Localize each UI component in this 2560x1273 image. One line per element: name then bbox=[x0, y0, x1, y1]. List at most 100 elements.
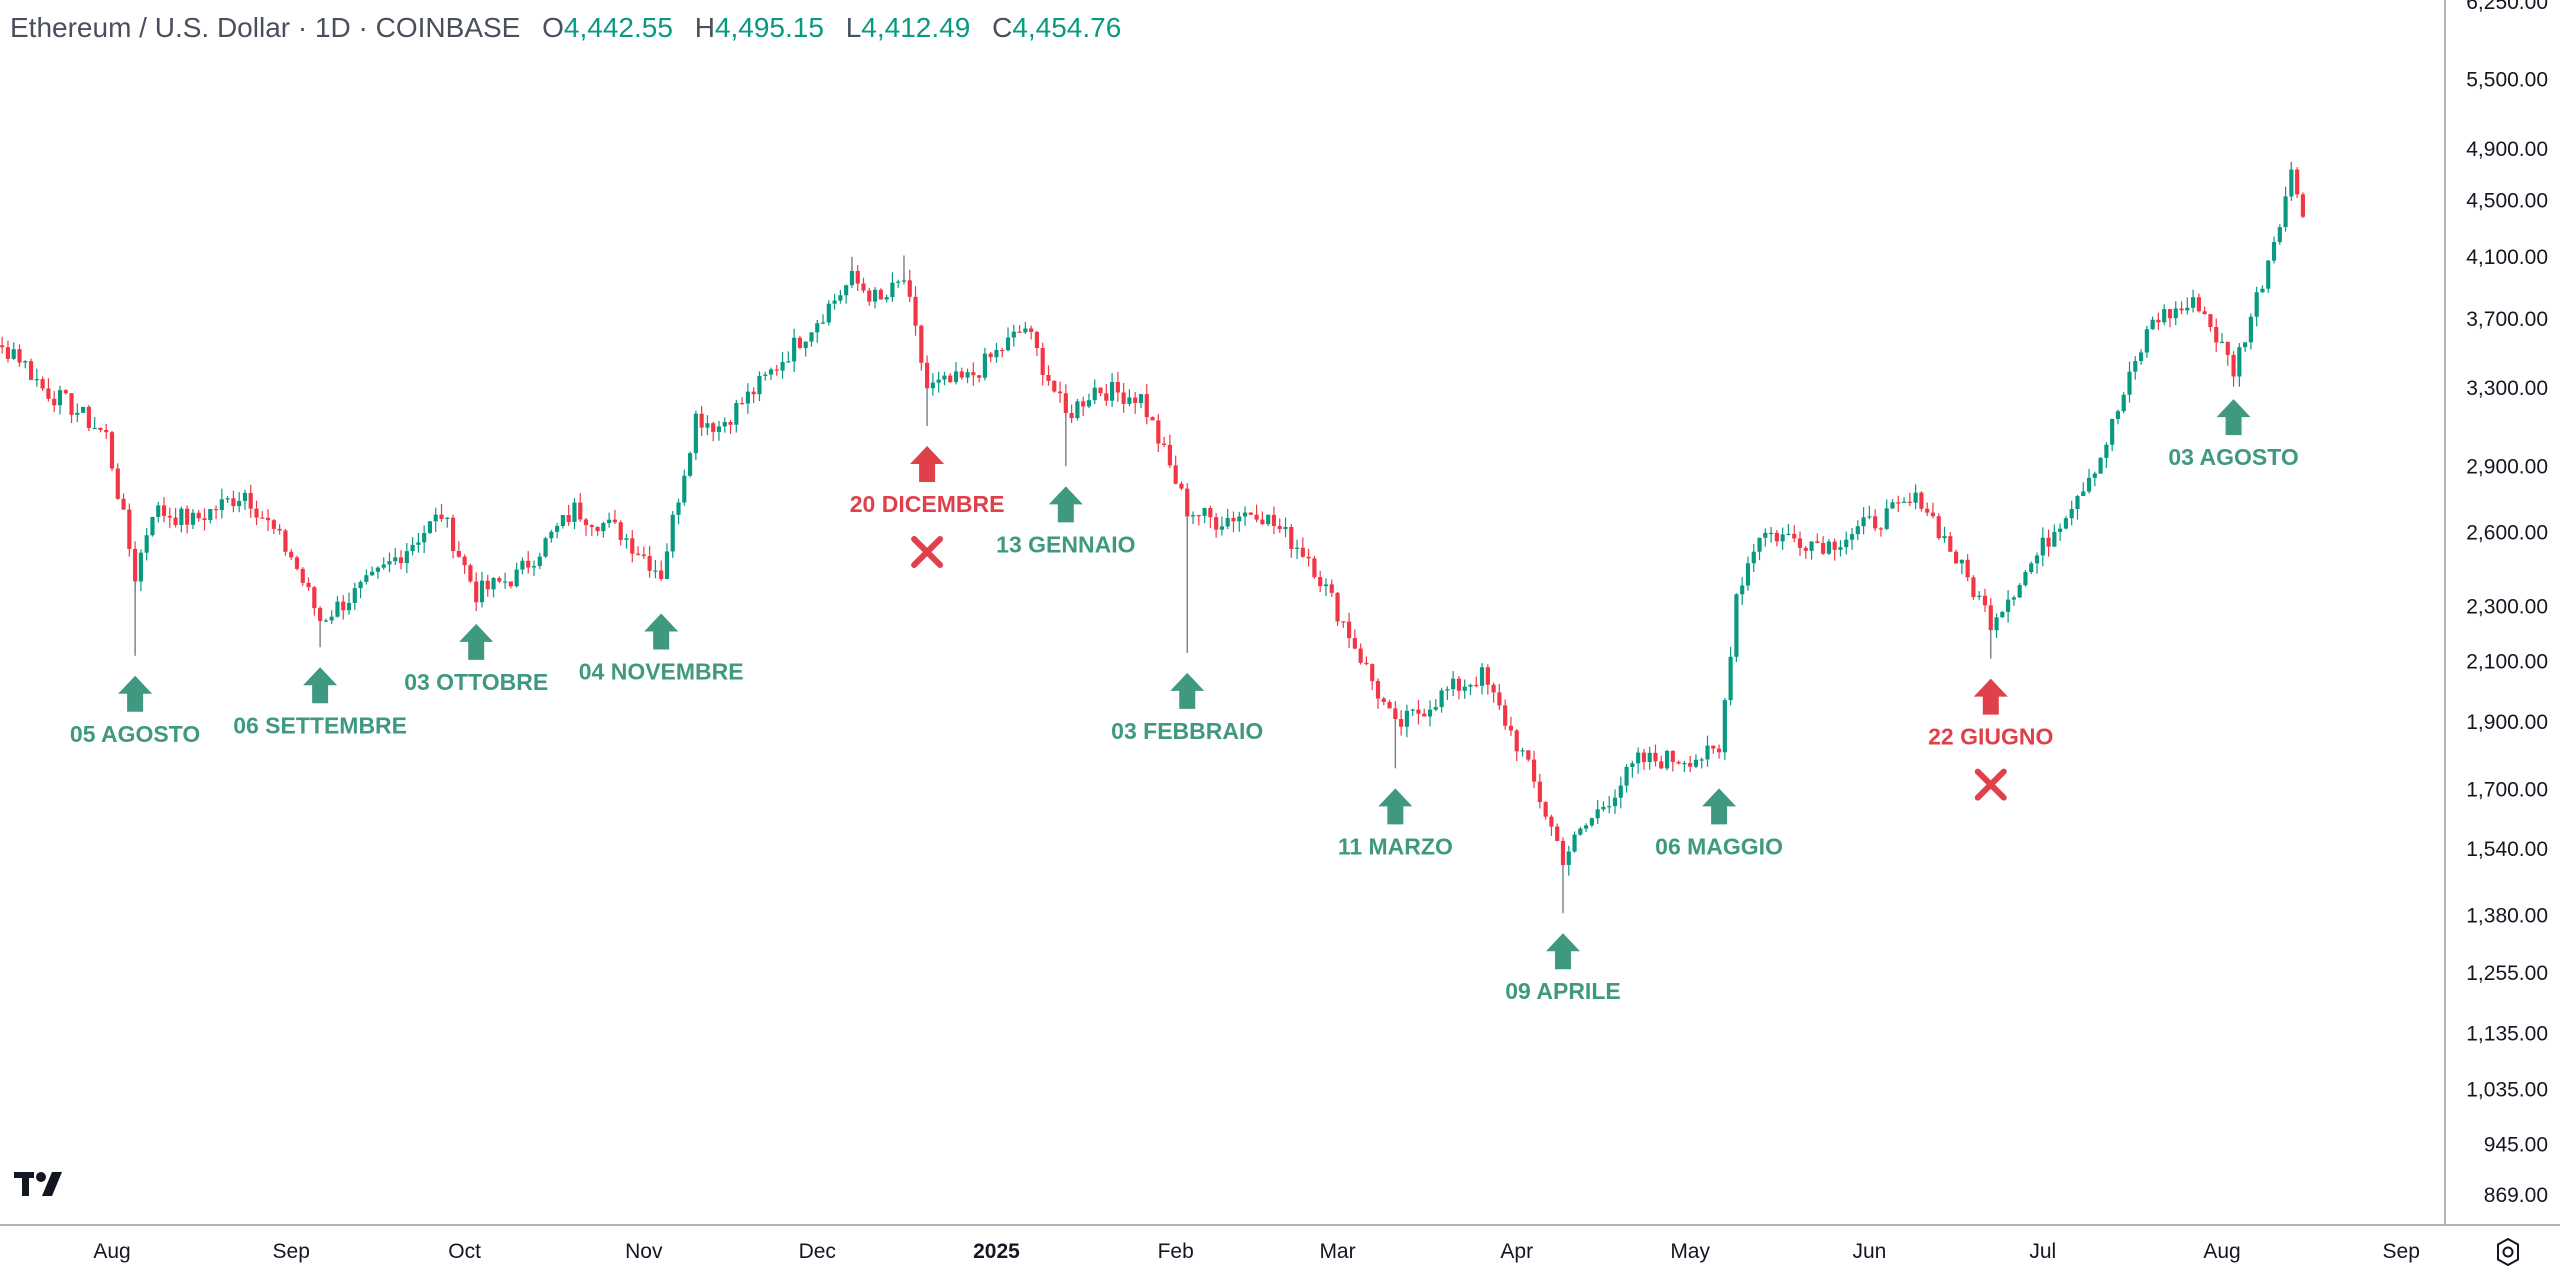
candle bbox=[445, 517, 450, 528]
candle bbox=[688, 451, 693, 478]
candle bbox=[676, 498, 681, 525]
candle bbox=[1375, 678, 1381, 709]
candle bbox=[2075, 494, 2080, 520]
wicks-layer bbox=[134, 162, 2293, 914]
candle bbox=[1815, 533, 1820, 544]
candle bbox=[1138, 393, 1144, 409]
signal-buy[interactable]: 06 SETTEMBRE bbox=[233, 667, 407, 738]
candle bbox=[896, 279, 901, 288]
candle bbox=[503, 572, 508, 589]
candle bbox=[2098, 457, 2103, 474]
candle bbox=[1682, 760, 1687, 772]
price-tick-label: 1,700.00 bbox=[2466, 778, 2548, 801]
candle bbox=[1190, 511, 1196, 525]
close-label: C bbox=[992, 12, 1013, 43]
signal-sell[interactable]: 22 GIUGNO bbox=[1928, 678, 2053, 801]
signal-sell[interactable]: 20 DICEMBRE bbox=[850, 446, 1005, 569]
candle bbox=[1393, 701, 1398, 723]
candle bbox=[1641, 748, 1646, 770]
candle bbox=[2167, 308, 2173, 328]
candle bbox=[2277, 224, 2282, 245]
candle bbox=[1023, 321, 1028, 334]
price-axis[interactable]: 6,250.00 5,500.00 4,900.00 4,500.00 4,100.00… bbox=[2466, 0, 2548, 1207]
candle bbox=[398, 550, 404, 570]
candle bbox=[1769, 526, 1774, 543]
candle bbox=[1225, 508, 1230, 530]
signal-buy[interactable]: 11 MARZO bbox=[1338, 788, 1453, 859]
signal-buy[interactable]: 09 APRILE bbox=[1505, 933, 1621, 1004]
arrow-up-icon bbox=[303, 667, 338, 704]
candle bbox=[1901, 497, 1907, 503]
candle bbox=[138, 549, 143, 592]
candle bbox=[925, 355, 930, 389]
signal-buy[interactable]: 04 NOVEMBRE bbox=[579, 613, 744, 684]
candle bbox=[699, 406, 704, 437]
candle bbox=[1774, 530, 1779, 547]
candle bbox=[237, 492, 242, 513]
candle bbox=[208, 508, 213, 524]
candle bbox=[1399, 710, 1404, 736]
candle bbox=[959, 367, 964, 380]
candle bbox=[815, 320, 820, 343]
time-tick-label: Nov bbox=[625, 1240, 663, 1263]
candle bbox=[289, 549, 294, 561]
candle bbox=[832, 293, 837, 310]
signal-buy[interactable]: 03 AGOSTO bbox=[2168, 399, 2299, 470]
candle bbox=[456, 541, 461, 558]
candle bbox=[2133, 356, 2138, 380]
settings-gear-icon[interactable] bbox=[2492, 1236, 2524, 1273]
time-axis[interactable]: Aug Sep Oct Nov Dec 2025 Feb Mar Apr May Jun Jul Aug… bbox=[93, 1240, 2420, 1263]
candle bbox=[1005, 327, 1011, 352]
signal-buy[interactable]: 06 MAGGIO bbox=[1655, 788, 1783, 859]
price-tick-label: 1,035.00 bbox=[2466, 1078, 2548, 1101]
signal-buy[interactable]: 13 GENNAIO bbox=[996, 486, 1135, 557]
candle bbox=[1549, 814, 1554, 836]
candle bbox=[1520, 747, 1525, 757]
candle bbox=[1219, 516, 1224, 536]
candle bbox=[1329, 579, 1334, 597]
candle bbox=[1179, 481, 1184, 491]
symbol-title[interactable]: Ethereum / U.S. Dollar · 1D · COINBASE bbox=[10, 12, 521, 43]
candle bbox=[1277, 518, 1282, 533]
candle bbox=[1797, 531, 1803, 557]
candle bbox=[1942, 526, 1947, 543]
candle bbox=[595, 526, 600, 536]
tradingview-logo-icon[interactable] bbox=[14, 1168, 74, 1205]
candle bbox=[1763, 528, 1768, 547]
candle bbox=[2086, 468, 2092, 494]
candle bbox=[826, 300, 831, 326]
candle bbox=[994, 342, 999, 363]
price-tick-label: 869.00 bbox=[2484, 1184, 2548, 1207]
signal-buy[interactable]: 03 OTTOBRE bbox=[404, 623, 548, 695]
candle bbox=[566, 504, 571, 526]
candle bbox=[422, 525, 427, 554]
candle bbox=[2231, 351, 2236, 387]
candle bbox=[919, 324, 924, 371]
signals-layer: 05 AGOSTO 06 SETTEMBRE 03 OTTOBRE 04 NOVEMB… bbox=[70, 399, 2299, 1004]
candle bbox=[1156, 414, 1161, 453]
candle bbox=[763, 371, 768, 381]
candle bbox=[2081, 482, 2086, 497]
candle bbox=[11, 342, 16, 360]
candle bbox=[52, 390, 57, 413]
candle bbox=[1427, 700, 1433, 727]
candle bbox=[1254, 504, 1259, 523]
candle bbox=[329, 610, 334, 625]
signal-label: 13 GENNAIO bbox=[996, 531, 1135, 557]
chart-header: Ethereum / U.S. Dollar · 1D · COINBASE O… bbox=[10, 12, 1121, 44]
candle bbox=[1352, 629, 1357, 650]
signal-buy[interactable]: 03 FEBBRAIO bbox=[1111, 672, 1263, 744]
arrow-up-icon bbox=[1170, 672, 1205, 709]
candle bbox=[23, 360, 28, 369]
time-tick-label: Jul bbox=[2029, 1240, 2056, 1263]
signal-buy[interactable]: 05 AGOSTO bbox=[70, 675, 200, 747]
candle bbox=[2191, 289, 2196, 313]
signal-label: 03 FEBBRAIO bbox=[1111, 718, 1263, 744]
candle bbox=[1803, 546, 1808, 559]
candle bbox=[491, 577, 496, 598]
candle bbox=[624, 533, 629, 549]
candle bbox=[167, 507, 172, 529]
candle bbox=[1231, 511, 1236, 533]
candle bbox=[1751, 543, 1756, 572]
